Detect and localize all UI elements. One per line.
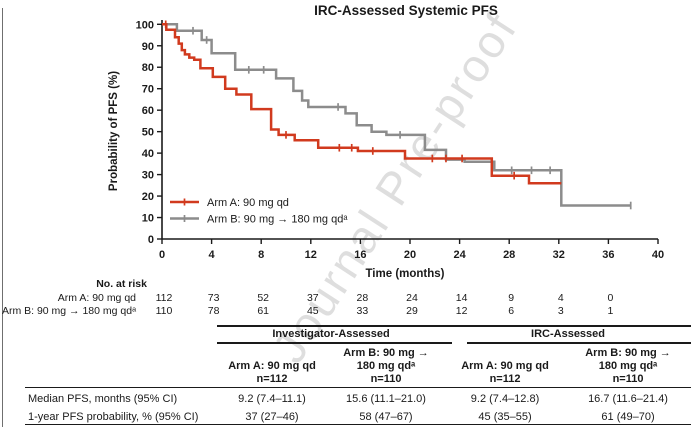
risk-row-label-arm-b: Arm B: 90 mg → 180 mg qdᵃ (2, 305, 136, 317)
risk-value: 1 (607, 305, 613, 317)
y-tick-label: 40 (142, 148, 154, 160)
col-header-inv-arm-b: Arm B: 90 mg → 180 mg qdᵃ n=110 (343, 347, 429, 385)
risk-value: 73 (208, 292, 220, 304)
risk-value: 24 (406, 292, 418, 304)
risk-value: 28 (357, 292, 369, 304)
risk-table-heading: No. at risk (96, 278, 147, 290)
y-tick-label: 90 (142, 41, 154, 53)
km-curve-arm-a (162, 23, 562, 185)
y-axis-label: Probability of PFS (%) (108, 71, 120, 191)
x-tick-label: 0 (159, 249, 165, 261)
x-tick-label: 12 (305, 249, 317, 261)
table-rule-irc (467, 342, 691, 344)
pfs-1yr-inv-arm-b: 58 (47–67) (359, 411, 413, 423)
risk-value: 29 (406, 305, 418, 317)
risk-value: 61 (257, 305, 269, 317)
y-tick-label: 70 (142, 84, 154, 96)
risk-value: 3 (558, 305, 564, 317)
risk-value: 33 (357, 305, 369, 317)
chart-title: IRC-Assessed Systemic PFS (314, 3, 498, 18)
x-tick-label: 32 (553, 249, 565, 261)
y-tick-label: 60 (142, 105, 154, 117)
pfs-1yr-inv-arm-a: 37 (27–46) (245, 411, 299, 423)
legend-label-arm-b: Arm B: 90 mg → 180 mg qdᵃ (207, 214, 348, 226)
x-tick-label: 40 (652, 249, 664, 261)
x-tick-label: 36 (602, 249, 614, 261)
median-pfs-irc-arm-a: 9.2 (7.4–12.8) (470, 393, 540, 405)
summary-table: Investigator-Assessed IRC-Assessed Arm A… (25, 326, 691, 426)
x-axis-label: Time (months) (365, 268, 444, 280)
row-label-1yr-pfs: 1-year PFS probability, % (95% CI) (28, 411, 199, 423)
y-tick-label: 10 (142, 213, 154, 225)
risk-value: 52 (257, 292, 269, 304)
risk-value: 45 (307, 305, 319, 317)
risk-value: 14 (456, 292, 468, 304)
x-tick-label: 8 (258, 249, 264, 261)
col-header-irc-arm-b: Arm B: 90 mg → 180 mg qdᵃ n=110 (585, 347, 671, 385)
x-tick-label: 4 (209, 249, 216, 261)
table-rule-bottom (25, 423, 691, 425)
x-tick-label: 20 (404, 249, 416, 261)
table-rule-top (217, 325, 691, 327)
risk-row-label-arm-a: Arm A: 90 mg qd (58, 292, 136, 304)
row-label-median-pfs: Median PFS, months (95% CI) (28, 393, 178, 405)
km-plot-svg: IRC-Assessed Systemic PFS010203040506070… (2, 3, 664, 317)
table-rule-header-bottom (25, 386, 691, 388)
median-pfs-inv-arm-b: 15.6 (11.1–21.0) (346, 393, 426, 405)
risk-value: 6 (508, 305, 514, 317)
summary-corner-cell (25, 326, 217, 342)
group-header-investigator: Investigator-Assessed (272, 328, 390, 340)
y-tick-label: 20 (142, 191, 154, 203)
group-header-irc: IRC-Assessed (531, 328, 606, 340)
risk-value: 0 (607, 292, 613, 304)
page-edge-line (2, 8, 3, 427)
summary-empty-cell (25, 342, 217, 390)
col-header-irc-arm-a: Arm A: 90 mg qd n=112 (461, 360, 549, 385)
col-header-inv-arm-a: Arm A: 90 mg qd n=112 (228, 360, 316, 385)
y-tick-label: 30 (142, 170, 154, 182)
risk-value: 37 (307, 292, 319, 304)
risk-value: 9 (508, 292, 514, 304)
median-pfs-inv-arm-a: 9.2 (7.4–11.1) (238, 393, 306, 405)
risk-value: 78 (208, 305, 220, 317)
median-pfs-irc-arm-b: 16.7 (11.6–21.4) (588, 393, 668, 405)
y-tick-label: 80 (142, 62, 154, 74)
x-tick-label: 16 (354, 249, 366, 261)
y-tick-label: 100 (136, 19, 154, 31)
x-tick-label: 24 (453, 249, 466, 261)
risk-value: 4 (558, 292, 564, 304)
pfs-1yr-irc-arm-b: 61 (49–70) (601, 411, 655, 423)
risk-value: 110 (156, 305, 173, 317)
risk-value: 112 (156, 292, 173, 304)
x-tick-label: 28 (503, 249, 515, 261)
risk-value: 12 (456, 305, 468, 317)
y-tick-label: 0 (148, 234, 154, 246)
km-curve-arm-b (162, 23, 631, 207)
km-plot: IRC-Assessed Systemic PFS 0 10 20 30 40 50 60 70… (2, 3, 664, 317)
pfs-1yr-irc-arm-a: 45 (35–55) (478, 411, 532, 423)
table-rule-investigator (217, 342, 452, 344)
legend-label-arm-a: Arm A: 90 mg qd (207, 197, 289, 209)
y-tick-label: 50 (142, 127, 154, 139)
